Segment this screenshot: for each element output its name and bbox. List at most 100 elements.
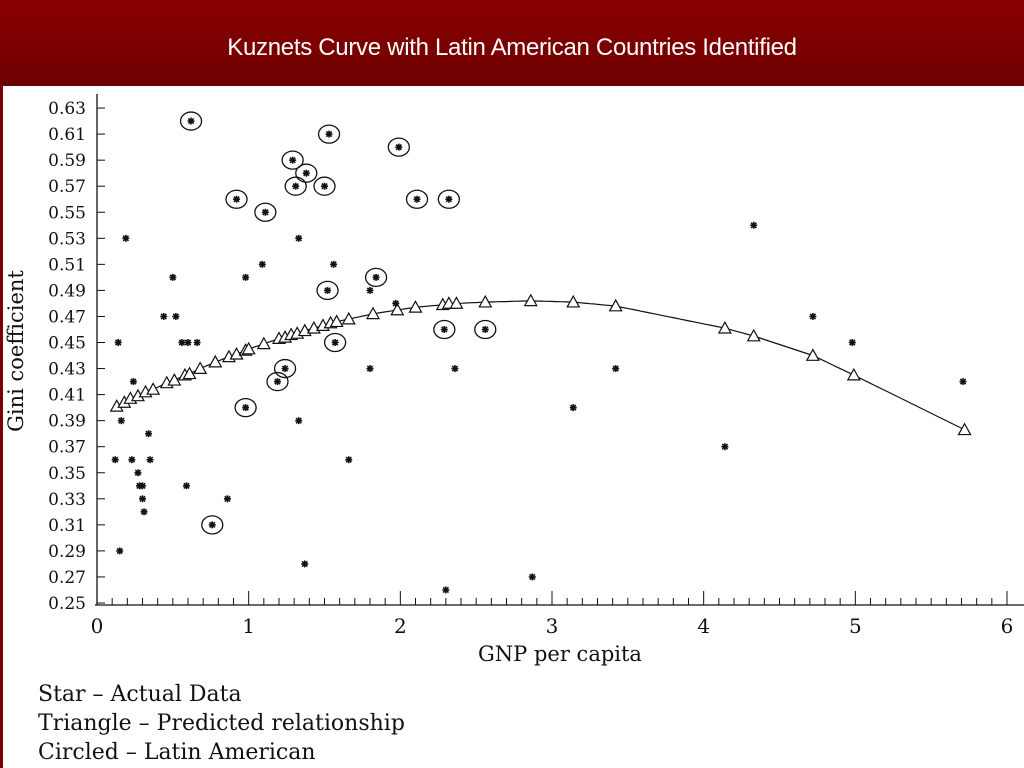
actual-data-star: [114, 339, 122, 346]
actual-data-star: [295, 417, 303, 425]
x-tick-label: 4: [697, 614, 710, 638]
actual-data-star: [160, 312, 168, 320]
x-tick-label: 2: [394, 614, 407, 638]
actual-data-star: [169, 273, 177, 281]
predicted-triangle: [208, 354, 223, 368]
actual-data-star: [193, 339, 201, 346]
actual-data-star: [182, 482, 190, 490]
actual-data-star: [134, 469, 142, 477]
latin-american-circle: [313, 176, 336, 196]
actual-data-star: [140, 508, 148, 516]
predicted-triangle: [182, 366, 197, 380]
actual-data-star: [330, 260, 338, 268]
latin-american-point: [266, 371, 289, 392]
predicted-triangle: [608, 298, 623, 312]
actual-data-star: [128, 456, 136, 464]
latin-american-point: [387, 137, 410, 157]
y-tick-label: 0.33: [48, 490, 86, 510]
actual-data-star: [139, 482, 146, 490]
latin-american-circle: [273, 358, 297, 379]
y-tick-label: 0.61: [48, 125, 86, 145]
latin-american-point: [437, 189, 461, 209]
y-tick-label: 0.27: [48, 568, 86, 588]
legend-item-latin-american: Circled – Latin American: [38, 740, 316, 765]
actual-data-star: [178, 339, 186, 346]
latin-american-point: [281, 150, 304, 170]
latin-american-circle: [474, 319, 497, 340]
actual-data-star: [959, 378, 967, 386]
y-tick-label: 0.55: [48, 203, 86, 223]
kuznets-scatter-chart: 0.25 0.27 0.29 0.31 0.33 0.35 0.37 0.39 0.41 0.43…: [4, 94, 1024, 666]
latin-american-circle: [405, 189, 429, 209]
predicted-triangle: [478, 294, 493, 308]
x-tick-label: 3: [546, 614, 559, 638]
latin-american-circle: [266, 371, 289, 392]
latin-american-point: [433, 319, 456, 340]
actual-data-star: [809, 312, 817, 320]
actual-data-star: [345, 456, 353, 464]
predicted-triangle: [241, 341, 256, 355]
latin-american-circle: [364, 267, 388, 288]
predicted-curve-group: [109, 293, 972, 436]
y-tick-label: 0.57: [48, 177, 86, 197]
latin-american-point: [201, 515, 224, 535]
actual-data-star: [172, 312, 180, 320]
y-axis-label: Gini coefficient: [4, 270, 28, 432]
actual-data-star: [721, 443, 729, 451]
latin-american-circle: [323, 332, 347, 353]
y-tick-label: 0.47: [48, 307, 86, 327]
actual-data-star: [569, 404, 577, 412]
latin-american-circle: [317, 124, 341, 144]
actual-data-star: [301, 560, 309, 568]
predicted-triangle: [229, 346, 244, 360]
latin-american-point: [284, 176, 307, 196]
data-marks-group: [111, 111, 967, 594]
latin-american-circle: [225, 189, 248, 209]
y-tick-label: 0.37: [48, 438, 86, 458]
actual-data-star: [129, 378, 137, 386]
latin-american-circle: [201, 515, 224, 535]
latin-american-point: [254, 202, 277, 222]
x-axis-label: GNP per capita: [478, 642, 642, 666]
latin-american-circle: [295, 163, 318, 183]
latin-american-point: [313, 176, 336, 196]
latin-american-point: [364, 267, 388, 288]
predicted-triangle: [805, 348, 820, 361]
x-tick-label: 1: [242, 614, 255, 638]
actual-data-star: [145, 430, 153, 438]
x-tick-label: 0: [91, 614, 104, 638]
legend-item-actual: Star – Actual Data: [38, 682, 242, 707]
y-tick-label: 0.63: [48, 99, 86, 119]
actual-data-star: [528, 573, 536, 581]
predicted-triangle: [523, 293, 538, 307]
latin-american-circle: [284, 176, 307, 196]
actual-data-star: [139, 495, 146, 503]
chart-axes: 0.25 0.27 0.29 0.31 0.33 0.35 0.37 0.39 0.41 0.43…: [48, 94, 1024, 638]
latin-american-point: [295, 163, 318, 183]
predicted-triangle: [390, 302, 405, 316]
slide-header: Kuznets Curve with Latin American Countr…: [0, 0, 1024, 86]
actual-data-star: [223, 495, 231, 503]
latin-american-circle: [433, 319, 456, 340]
predicted-triangle: [957, 422, 972, 436]
latin-american-point: [405, 189, 429, 209]
y-tick-label: 0.29: [48, 542, 86, 562]
latin-american-point: [474, 319, 497, 340]
actual-data-star: [111, 456, 119, 464]
predicted-triangle: [449, 296, 464, 309]
y-tick-label: 0.51: [48, 255, 86, 275]
actual-data-star: [295, 234, 303, 242]
y-tick-label: 0.53: [48, 229, 86, 249]
y-tick-label: 0.39: [48, 412, 86, 432]
latin-american-point: [323, 332, 347, 353]
predicted-triangle: [717, 320, 732, 334]
actual-data-star: [184, 339, 192, 346]
predicted-triangle: [341, 311, 356, 325]
actual-data-star: [612, 365, 620, 373]
latin-american-circle: [234, 397, 257, 418]
actual-data-star: [258, 260, 266, 268]
predicted-triangle: [566, 294, 581, 308]
latin-american-point: [316, 280, 339, 301]
latin-american-circle: [179, 111, 203, 131]
actual-data-star: [750, 221, 758, 229]
